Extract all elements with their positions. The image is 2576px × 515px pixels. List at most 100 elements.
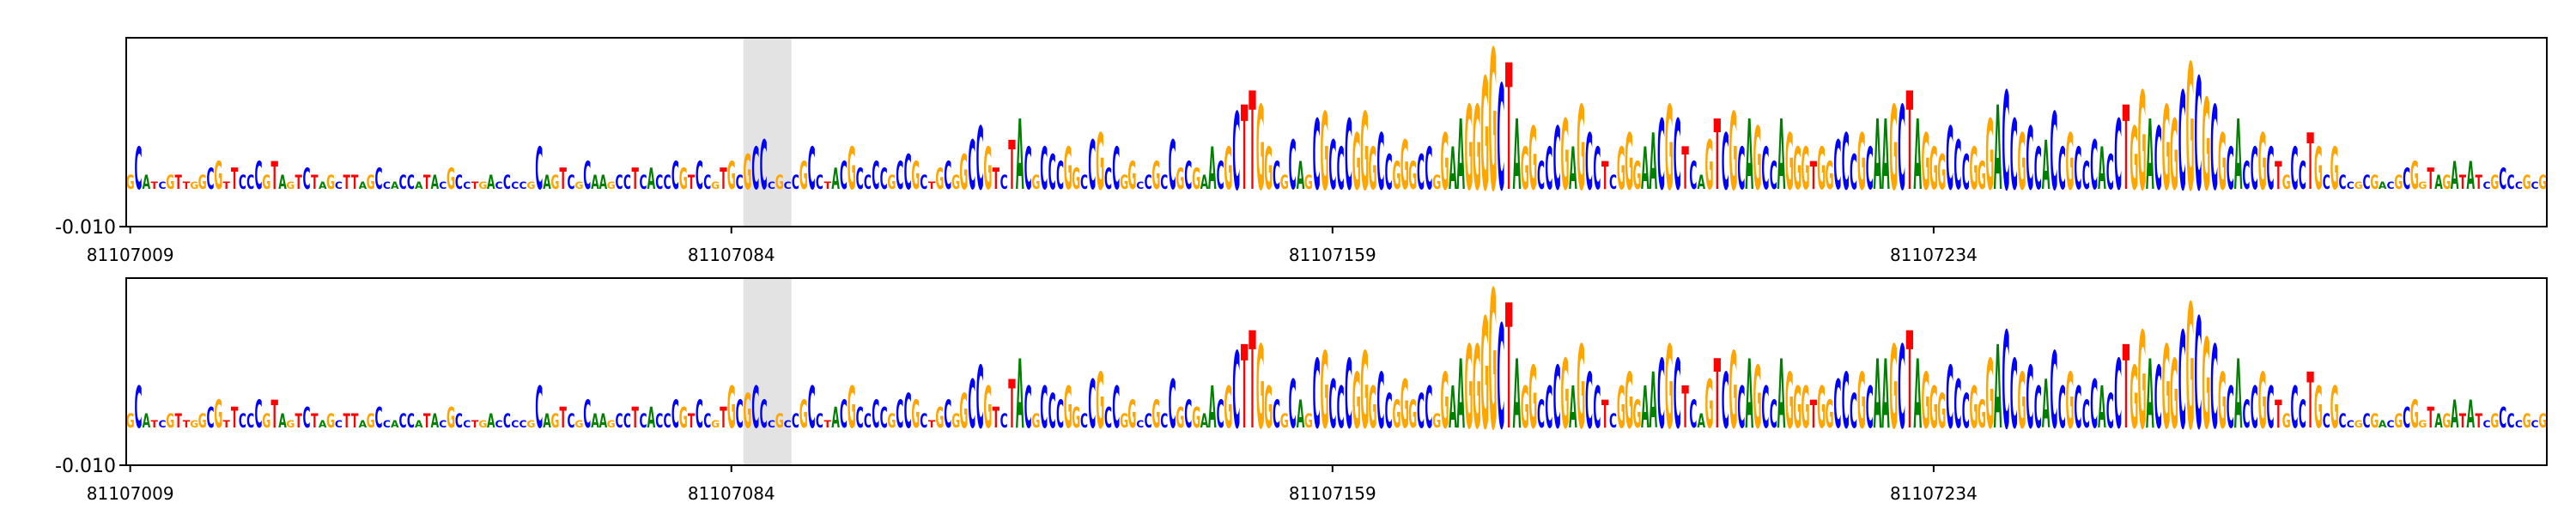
logo-letter-G: G (214, 392, 222, 437)
logo-letter-T: T (720, 401, 726, 433)
logo-letter-C: C (2338, 172, 2346, 194)
logo-letter-G: G (190, 180, 198, 191)
logo-letter-C: C (2194, 47, 2202, 227)
logo-letter-C: C (2362, 172, 2370, 194)
logo-letter-A: A (2467, 392, 2476, 437)
logo-letter-C: C (503, 410, 511, 433)
logo-letter-C: C (2266, 136, 2274, 203)
logo-letter-C: C (2482, 180, 2490, 191)
logo-letter-G: G (1528, 348, 1537, 447)
logo-letter-C: C (1289, 367, 1297, 445)
logo-letter-T: T (632, 161, 640, 196)
logo-letter-C: C (1160, 172, 1168, 194)
logo-letter-C: C (1833, 128, 1841, 206)
logo-letter-C: C (2154, 348, 2162, 447)
logo-letter-C: C (1136, 180, 1144, 191)
logo-letter-C: C (2362, 410, 2370, 433)
logo-letter-C: C (239, 410, 246, 433)
logo-letter-G: G (2330, 376, 2339, 441)
logo-letter-G: G (2218, 356, 2227, 445)
logo-letter-T: T (928, 419, 935, 430)
logo-letter-A: A (1456, 339, 1465, 450)
logo-letter-T: T (1505, 270, 1512, 469)
logo-letter-G: G (1857, 356, 1866, 445)
logo-letter-G: G (1192, 401, 1200, 433)
logo-letter-A: A (1456, 100, 1465, 212)
logo-letter-A: A (1641, 376, 1649, 441)
logo-letter-A: A (1697, 410, 1705, 433)
logo-letter-C: C (2499, 401, 2506, 433)
logo-letter-G: G (2218, 118, 2227, 208)
logo-letter-C: C (1136, 419, 1144, 430)
logo-letter-G: G (2018, 118, 2026, 208)
logo-letter-T: T (270, 392, 278, 437)
logo-letter-G: G (2258, 118, 2267, 208)
logo-letter-A: A (1200, 172, 1209, 194)
logo-letter-C: C (2090, 128, 2098, 206)
logo-letter-C: C (254, 153, 262, 198)
logo-letter-G: G (1440, 118, 1449, 208)
logo-letter-C: C (896, 392, 903, 437)
logo-letter-C: C (1850, 385, 1857, 439)
logo-letter-C: C (1842, 356, 1850, 445)
logo-letter-G: G (478, 180, 487, 191)
logo-letter-G: G (2523, 172, 2531, 194)
logo-letter-C: C (463, 180, 471, 191)
logo-letter-A: A (1697, 172, 1705, 194)
logo-letter-A: A (415, 419, 424, 430)
logo-letter-G: G (1817, 136, 1826, 203)
logo-letter-G: G (1753, 348, 1762, 447)
logo-letter-A: A (487, 410, 495, 433)
y-tick-label: -0.010 (55, 217, 116, 239)
logo-letter-C: C (1722, 118, 1729, 208)
logo-letter-C: C (1946, 108, 1953, 209)
logo-letter-A: A (2234, 100, 2243, 212)
logo-letter-C: C (519, 180, 527, 191)
logo-letter-C: C (1962, 385, 1970, 439)
logo-letter-G: G (1728, 330, 1737, 452)
logo-letter-C: C (2482, 419, 2490, 430)
logo-letter-C: C (1585, 118, 1593, 208)
logo-letter-A: A (359, 180, 368, 191)
logo-letter-C: C (2154, 108, 2162, 209)
logo-letter-C: C (2299, 392, 2306, 437)
logo-letter-C: C (920, 410, 927, 433)
logo-letter-C: C (944, 153, 951, 198)
logo-letter-G: G (1120, 410, 1128, 433)
logo-letter-C: C (1689, 153, 1697, 198)
logo-letter-G: G (1826, 153, 1834, 198)
logo-letter-C: C (1385, 144, 1393, 201)
logo-letter-G: G (1368, 376, 1376, 441)
logo-letter-G: G (1801, 136, 1810, 203)
logo-letter-A: A (278, 410, 287, 433)
logo-letter-G: G (2418, 180, 2427, 191)
logo-letter-C: C (623, 172, 631, 194)
logo-letter-C: C (2114, 339, 2122, 450)
logo-letter-G: G (2138, 64, 2147, 221)
logo-letter-G: G (2202, 314, 2210, 458)
logo-letter-C: C (1112, 136, 1120, 203)
logo-letter-C: C (2058, 136, 2066, 203)
logo-letter-A: A (1208, 136, 1217, 203)
x-tick-label: 81107009 (87, 245, 174, 265)
logo-letter-C: C (535, 376, 543, 441)
logo-letter-C: C (2090, 367, 2098, 445)
logo-letter-C: C (1722, 356, 1729, 445)
logo-letter-C: C (1104, 401, 1112, 433)
logo-letter-C: C (1497, 294, 1504, 462)
logo-letter-C: C (303, 161, 311, 196)
logo-letter-G: G (1360, 91, 1369, 215)
logo-letter-G: G (574, 180, 583, 191)
logo-letter-T: T (471, 180, 478, 191)
logo-letter-C: C (1770, 392, 1777, 437)
logo-letter-G: G (1473, 82, 1481, 217)
logo-letter-C: C (2210, 82, 2218, 217)
logo-letter-C: C (2299, 153, 2306, 198)
logo-letter-G: G (911, 153, 920, 198)
logo-letter-T: T (351, 410, 359, 433)
logo-letter-A: A (1297, 392, 1305, 437)
logo-letter-C: C (2506, 172, 2514, 194)
logo-letter-G: G (2129, 348, 2138, 447)
logo-letter-C: C (1946, 348, 1953, 447)
logo-letter-C: C (2178, 304, 2186, 458)
